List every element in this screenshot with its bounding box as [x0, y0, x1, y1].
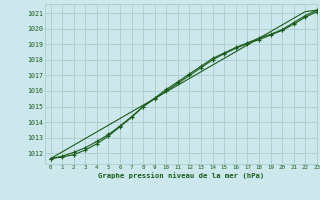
X-axis label: Graphe pression niveau de la mer (hPa): Graphe pression niveau de la mer (hPa) [98, 172, 264, 179]
